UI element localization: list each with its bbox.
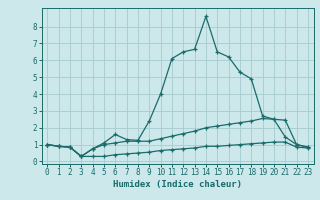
- X-axis label: Humidex (Indice chaleur): Humidex (Indice chaleur): [113, 180, 242, 189]
